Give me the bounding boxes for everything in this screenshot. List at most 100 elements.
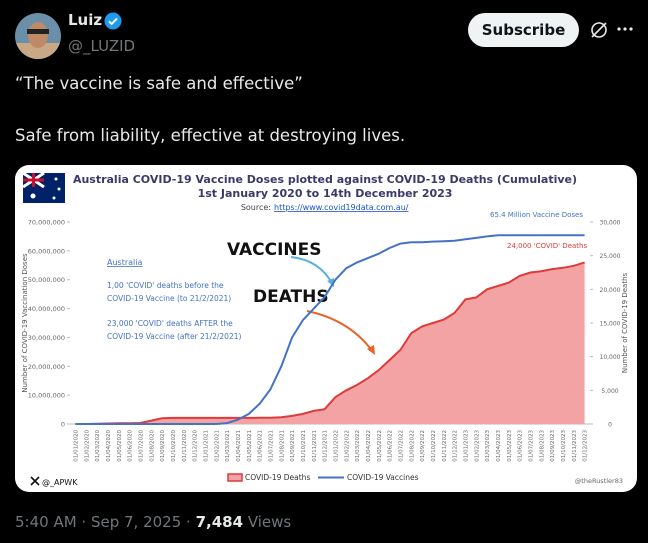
date[interactable]: Sep 7, 2025 [90, 513, 182, 531]
x-tick-label: 01/03/2021 [225, 430, 231, 462]
x-tick-label: 01/09/2020 [160, 430, 166, 462]
x-tick-label: 01/11/2023 [572, 430, 578, 462]
tweet-text: “The vaccine is safe and effective” [15, 74, 303, 93]
x-tick-label: 01/07/2022 [398, 430, 404, 462]
time[interactable]: 5:40 AM [15, 513, 77, 531]
source-link[interactable]: https://www.covid19data.com.au/ [274, 203, 409, 212]
arrow-head [367, 345, 375, 355]
annotation: 1,00 'COVID' deaths before the [107, 281, 224, 290]
x-tick-label: 01/07/2023 [528, 430, 534, 462]
watermark: @theRustler83 [575, 477, 623, 485]
tweet-image[interactable]: Australia COVID-19 Vaccine Doses plotted… [15, 165, 637, 492]
y-tick-label: 0 [61, 421, 65, 429]
series-line [75, 261, 585, 425]
grok-icon[interactable] [589, 20, 609, 40]
y2-axis-label: Number of COVID-19 Deaths [621, 272, 629, 373]
x-tick-label: 01/07/2021 [268, 430, 274, 462]
flag-star [30, 193, 36, 199]
x-tick-label: 01/02/2023 [474, 430, 480, 462]
avatar[interactable] [15, 13, 61, 59]
annotation: 24,000 'COVID' Deaths [507, 242, 587, 250]
x-tick-label: 01/08/2021 [279, 430, 285, 462]
x-tick-label: 01/07/2020 [138, 430, 144, 462]
x-tick-label: 01/01/2022 [333, 430, 339, 462]
y2-tick-label: 30,000 [600, 220, 621, 227]
views-label: Views [247, 513, 292, 531]
y2-tick-label: 25,000 [600, 253, 621, 260]
x-tick-label: 01/02/2020 [84, 430, 90, 462]
series-area [75, 262, 585, 424]
y-tick-label: 40,000,000 [28, 305, 65, 313]
x-tick-label: 01/01/2020 [73, 430, 79, 462]
x-tick-label: 01/05/2023 [507, 430, 513, 462]
x-tick-label: 01/06/2020 [128, 430, 134, 462]
x-tick-label: 01/04/2020 [106, 430, 112, 462]
y2-tick-label: 0 [608, 422, 612, 429]
x-tick-label: 01/03/2022 [355, 430, 361, 462]
x-tick-label: 01/08/2022 [409, 430, 415, 462]
flag-star [57, 187, 61, 191]
x-tick-label: 01/05/2021 [247, 430, 253, 462]
annotation: 23,000 'COVID' deaths AFTER the [107, 319, 233, 328]
y2-tick-label: 10,000 [600, 354, 621, 361]
annotation: VACCINES [227, 240, 322, 260]
x-tick-label: 01/04/2023 [496, 430, 502, 462]
tweet-footer: 5:40 AM · Sep 7, 2025 · 7,484 Views [15, 513, 292, 531]
x-tick-label: 01/02/2021 [214, 430, 220, 462]
chart-subtitle: 1st January 2020 to 14th December 2023 [198, 187, 453, 200]
x-tick-label: 01/09/2021 [290, 430, 296, 462]
x-tick-label: 01/09/2022 [420, 430, 426, 462]
x-tick-label: 01/12/2020 [193, 430, 199, 462]
y-tick-label: 20,000,000 [28, 363, 65, 371]
tweet-text: Safe from liability, effective at destro… [15, 126, 406, 145]
y2-tick-label: 5,000 [601, 388, 618, 395]
source-label: Source: [241, 203, 271, 212]
annotation: COVID-19 Vaccine (after 21/2/2021) [107, 332, 241, 341]
more-icon[interactable] [615, 22, 635, 36]
x-tick-label: 01/09/2023 [550, 430, 556, 462]
x-tick-label: 01/11/2021 [312, 430, 318, 462]
arrow [306, 310, 374, 353]
watermark: @_APWK [42, 478, 78, 487]
y2-tick-label: 15,000 [600, 321, 621, 328]
x-tick-label: 01/12/2022 [453, 430, 459, 462]
x-tick-label: 01/12/2021 [323, 430, 329, 462]
x-tick-label: 01/06/2022 [388, 430, 394, 462]
x-tick-label: 01/11/2022 [442, 430, 448, 462]
legend-label: COVID-19 Vaccines [347, 473, 419, 482]
x-tick-label: 01/03/2023 [485, 430, 491, 462]
y-tick-label: 70,000,000 [28, 219, 65, 227]
x-tick-label: 01/06/2023 [518, 430, 524, 462]
x-tick-label: 01/06/2021 [258, 430, 264, 462]
verified-badge [104, 12, 122, 30]
author-handle[interactable]: @_LUZID [68, 37, 136, 55]
flag-star [54, 177, 58, 181]
x-tick-label: 01/11/2020 [182, 430, 188, 462]
annotation: Australia [107, 258, 142, 267]
view-count: 7,484 [195, 513, 244, 531]
x-tick-label: 01/05/2022 [377, 430, 383, 462]
subscribe-button[interactable]: Subscribe [468, 13, 579, 47]
y-axis-label: Number of COVID-19 Vaccination Doses [21, 253, 29, 393]
x-tick-label: 01/03/2020 [95, 430, 101, 462]
arrow [290, 256, 334, 286]
x-tick-label: 01/10/2021 [301, 430, 307, 462]
x-tick-label: 01/08/2020 [149, 430, 155, 462]
chart: Australia COVID-19 Vaccine Doses plotted… [21, 171, 629, 487]
annotation: COVID-19 Vaccine (to 21/2/2021) [107, 294, 231, 303]
x-tick-label: 01/05/2020 [117, 430, 123, 462]
x-tick-label: 01/04/2022 [366, 430, 372, 462]
author-name[interactable]: Luiz [68, 11, 103, 29]
y-tick-label: 10,000,000 [28, 392, 65, 400]
legend-label: COVID-19 Deaths [245, 473, 310, 482]
x-tick-label: 01/01/2021 [203, 430, 209, 462]
x-tick-label: 01/10/2022 [431, 430, 437, 462]
x-tick-label: 01/08/2023 [539, 430, 545, 462]
x-logo [30, 476, 40, 486]
annotation: 65.4 Million Vaccine Doses [490, 211, 583, 219]
x-tick-label: 01/10/2023 [561, 430, 567, 462]
x-tick-label: 01/12/2023 [583, 430, 589, 462]
series-line [75, 234, 585, 425]
y-tick-label: 50,000,000 [28, 276, 65, 284]
